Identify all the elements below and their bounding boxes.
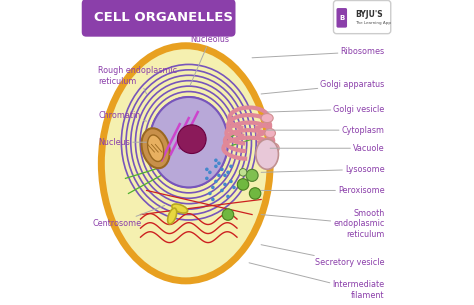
FancyBboxPatch shape — [337, 8, 347, 28]
Ellipse shape — [222, 209, 234, 220]
Ellipse shape — [267, 143, 279, 153]
Ellipse shape — [220, 167, 224, 171]
Ellipse shape — [265, 129, 275, 138]
Ellipse shape — [229, 164, 233, 168]
Ellipse shape — [246, 169, 258, 181]
Ellipse shape — [220, 188, 224, 192]
Ellipse shape — [223, 174, 227, 177]
Ellipse shape — [217, 174, 221, 177]
Ellipse shape — [237, 179, 249, 190]
Text: Golgi vesicle: Golgi vesicle — [267, 105, 385, 113]
Text: Chromatin: Chromatin — [98, 111, 146, 121]
Text: Smooth
endoplasmic
reticulum: Smooth endoplasmic reticulum — [261, 209, 385, 239]
Text: Intermediate
filament: Intermediate filament — [249, 263, 385, 300]
Text: B: B — [339, 15, 345, 21]
Text: Lysosome: Lysosome — [261, 165, 385, 174]
Text: Ribosomes: Ribosomes — [252, 47, 385, 58]
Ellipse shape — [261, 113, 273, 123]
Ellipse shape — [211, 198, 215, 201]
Ellipse shape — [226, 170, 230, 174]
Text: BYJU'S: BYJU'S — [356, 9, 383, 19]
Ellipse shape — [223, 183, 227, 186]
Ellipse shape — [205, 167, 209, 171]
Ellipse shape — [168, 208, 177, 224]
Ellipse shape — [232, 186, 236, 189]
Text: Secretory vesicle: Secretory vesicle — [261, 245, 385, 267]
Ellipse shape — [229, 180, 233, 183]
Ellipse shape — [211, 186, 215, 189]
Text: CELL ORGANELLES: CELL ORGANELLES — [94, 12, 233, 24]
FancyBboxPatch shape — [334, 1, 391, 34]
Ellipse shape — [226, 195, 230, 198]
Text: Vacuole: Vacuole — [270, 144, 385, 153]
Ellipse shape — [208, 170, 212, 174]
Ellipse shape — [239, 169, 247, 176]
Ellipse shape — [205, 177, 209, 180]
Ellipse shape — [214, 159, 218, 162]
Text: The Learning App: The Learning App — [356, 21, 392, 25]
Ellipse shape — [141, 128, 170, 168]
Text: Nucleus: Nucleus — [98, 138, 146, 147]
Text: Rough endoplasmic
reticulum: Rough endoplasmic reticulum — [98, 66, 177, 94]
Text: Peroxisome: Peroxisome — [261, 186, 385, 195]
Text: Centrosome: Centrosome — [92, 206, 164, 228]
Ellipse shape — [147, 135, 164, 161]
Ellipse shape — [208, 192, 212, 195]
Ellipse shape — [214, 180, 218, 183]
Text: Cytoplasm: Cytoplasm — [267, 126, 385, 135]
Ellipse shape — [214, 164, 218, 168]
Ellipse shape — [177, 125, 206, 153]
Ellipse shape — [172, 204, 188, 213]
Text: Golgi apparatus: Golgi apparatus — [261, 81, 385, 94]
Text: Nucleolus: Nucleolus — [190, 35, 229, 85]
Ellipse shape — [256, 139, 278, 169]
Ellipse shape — [217, 161, 221, 165]
Ellipse shape — [101, 46, 270, 281]
Ellipse shape — [150, 97, 228, 188]
Ellipse shape — [249, 188, 261, 199]
FancyBboxPatch shape — [82, 0, 236, 37]
